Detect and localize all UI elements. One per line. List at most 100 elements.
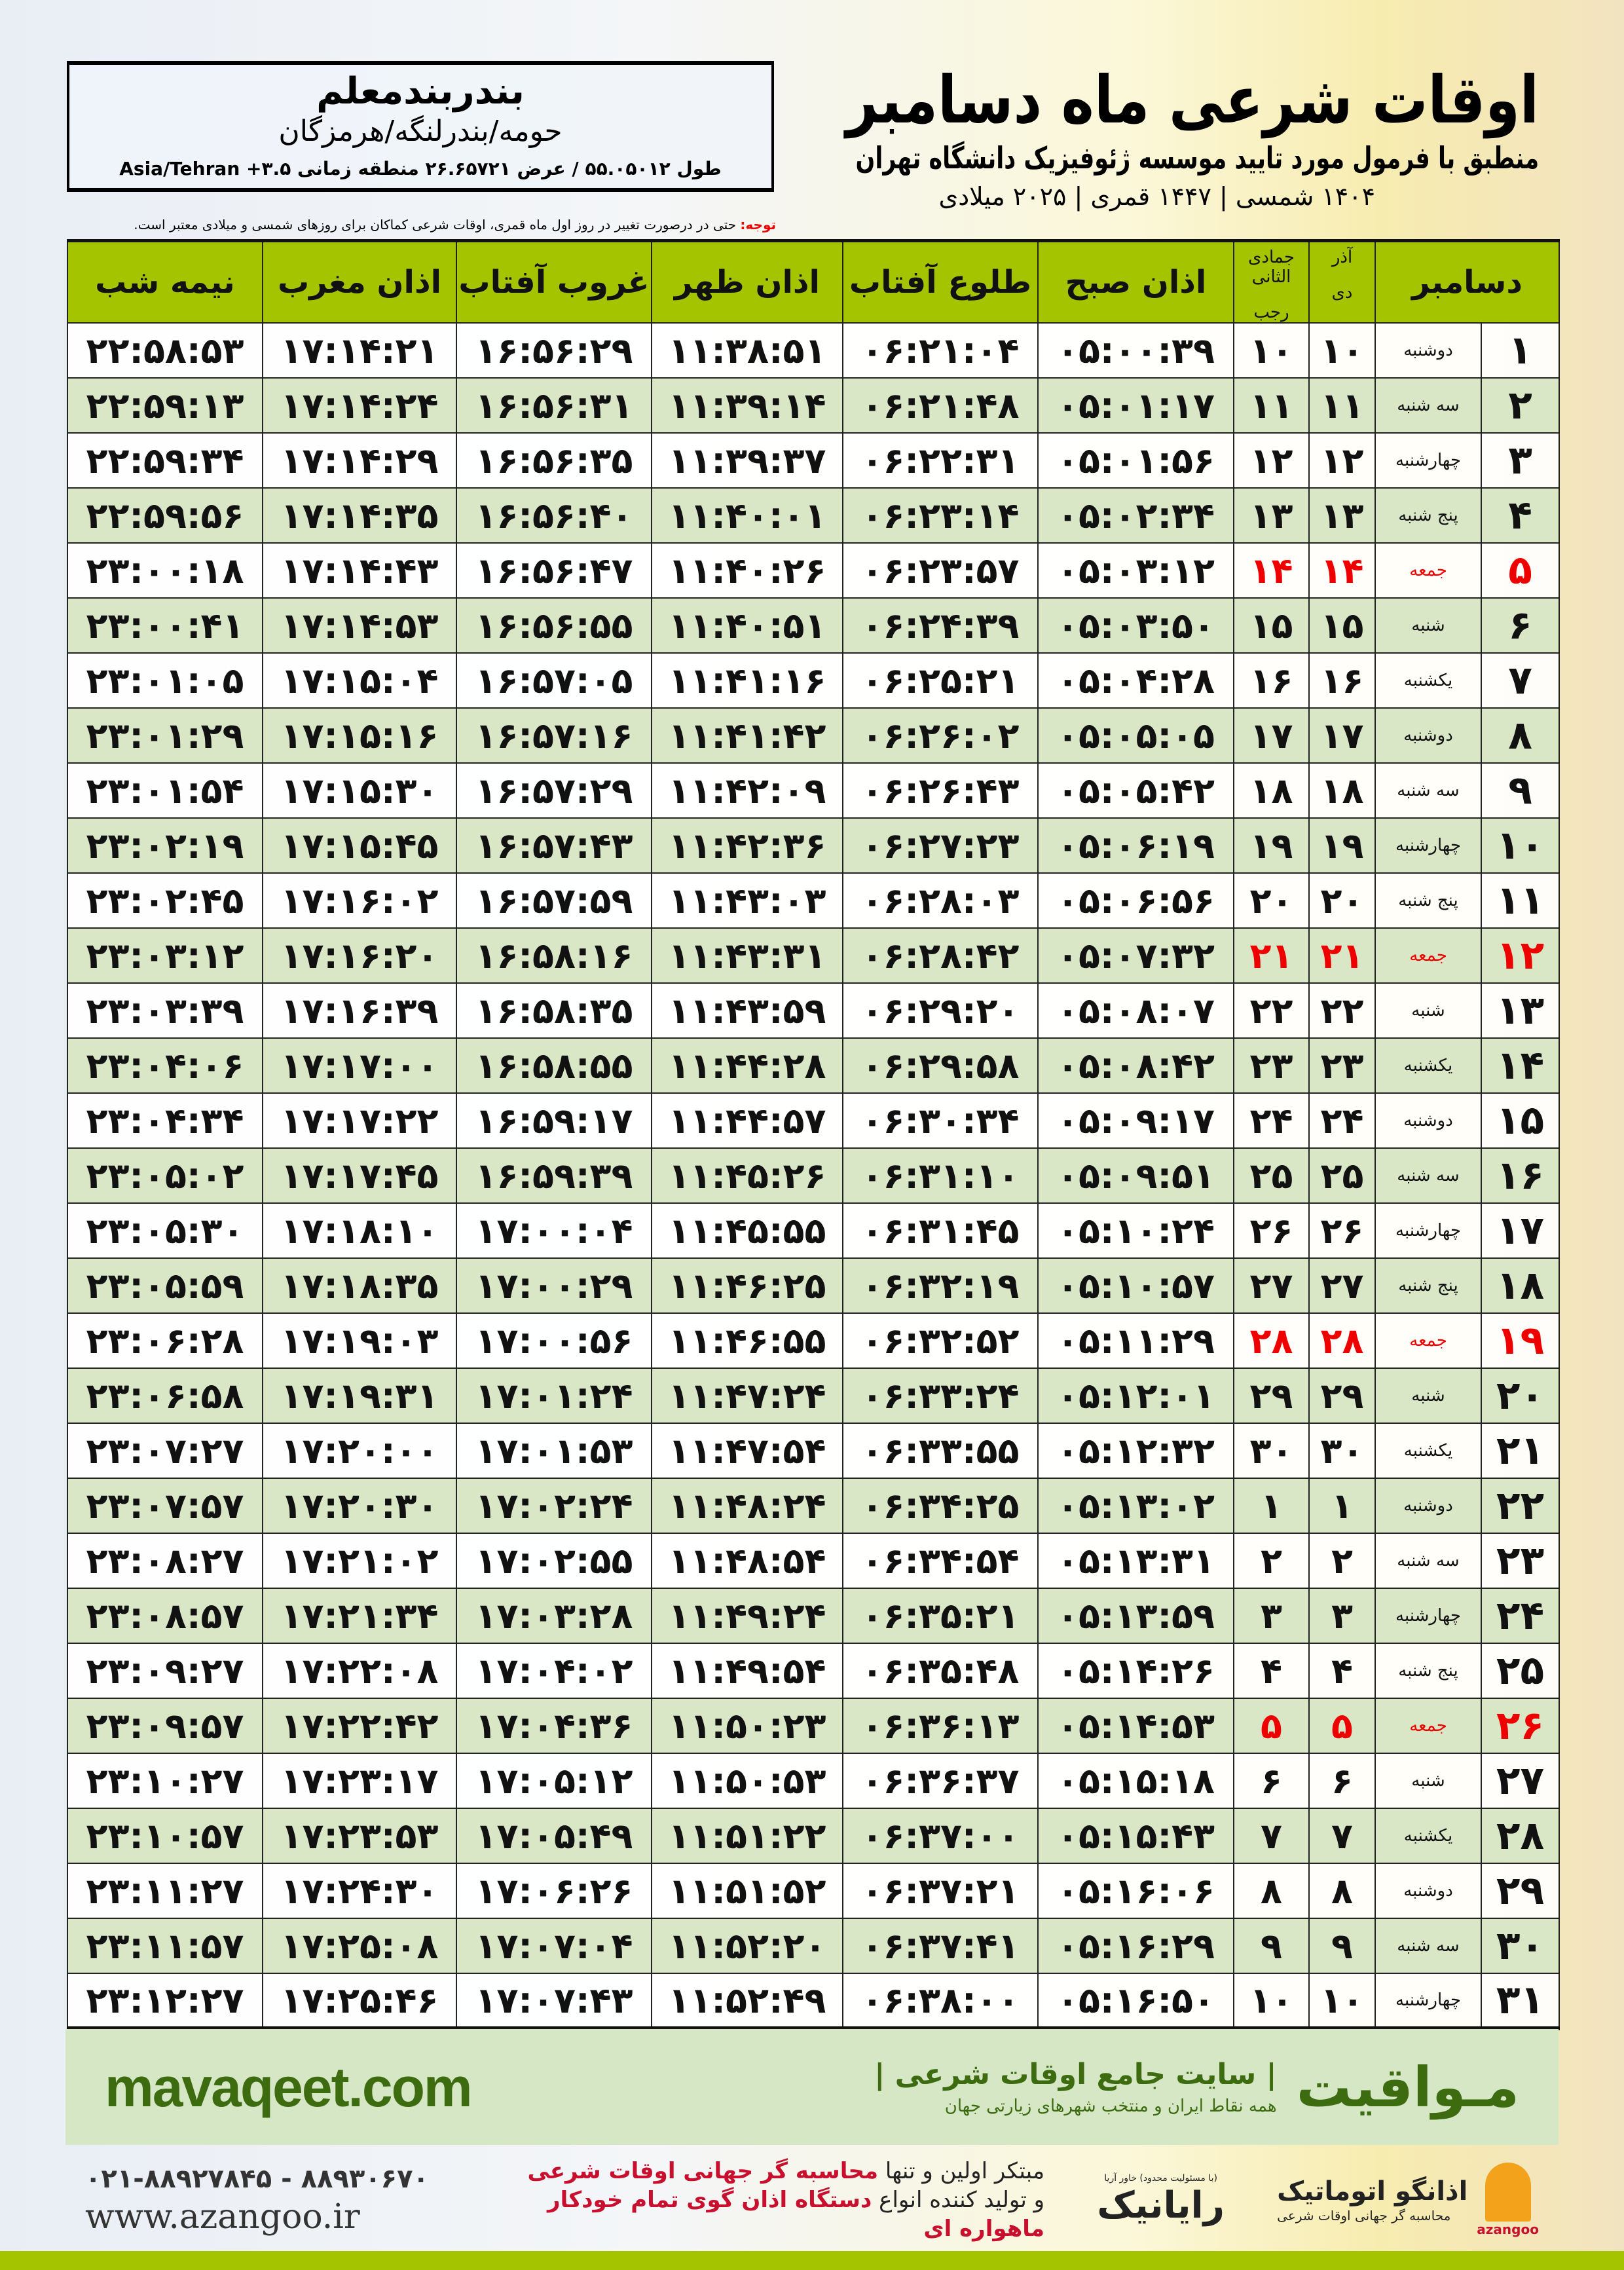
maghrib-time: ۱۷:۲۱:۰۲ bbox=[262, 1533, 457, 1589]
midnight-time: ۲۳:۰۴:۳۴ bbox=[67, 1092, 263, 1149]
note-label: توجه: bbox=[740, 217, 776, 233]
weekday: یکشنبه bbox=[1375, 1037, 1482, 1094]
mavaqeet-logo: مـواقیت bbox=[1296, 2055, 1519, 2119]
day-number: ۸ bbox=[1481, 707, 1560, 764]
midnight-time: ۲۳:۰۷:۲۷ bbox=[67, 1423, 263, 1479]
promo-line2-a: و تولید کننده انواع bbox=[872, 2186, 1045, 2213]
fajr-time: ۰۵:۱۰:۵۷ bbox=[1037, 1257, 1234, 1314]
table-row: ۱۱ پنج شنبه ۲۰ ۲۰ ۰۵:۰۶:۵۶ ۰۶:۲۸:۰۳ ۱۱:۴۳:۰۳ ۱۶… bbox=[67, 872, 1560, 929]
table-row: ۲۸ یکشنبه ۷ ۷ ۰۵:۱۵:۴۳ ۰۶:۳۷:۰۰ ۱۱:۵۱:۲۲ ۱۷:۰۵:… bbox=[67, 1808, 1560, 1864]
midnight-time: ۲۲:۵۹:۱۳ bbox=[67, 377, 263, 434]
sunrise-time: ۰۶:۳۴:۵۴ bbox=[842, 1533, 1039, 1589]
hijri-day: ۲۸ bbox=[1233, 1312, 1310, 1369]
weekday: چهارشنبه bbox=[1375, 432, 1482, 489]
dhuhr-time: ۱۱:۵۱:۵۲ bbox=[651, 1863, 843, 1919]
day-number: ۲ bbox=[1481, 377, 1560, 434]
table-row: ۹ سه شنبه ۱۸ ۱۸ ۰۵:۰۵:۴۲ ۰۶:۲۶:۴۳ ۱۱:۴۲:۰۹ ۱۶:۵… bbox=[67, 762, 1560, 819]
dhuhr-time: ۱۱:۵۰:۲۳ bbox=[651, 1698, 843, 1754]
weekday: شنبه bbox=[1375, 1753, 1482, 1809]
maghrib-time: ۱۷:۱۵:۱۶ bbox=[262, 707, 457, 764]
dhuhr-time: ۱۱:۴۳:۰۳ bbox=[651, 872, 843, 929]
mavaqeet-url[interactable]: mavaqeet.com bbox=[105, 2056, 473, 2118]
maghrib-time: ۱۷:۱۸:۳۵ bbox=[262, 1257, 457, 1314]
table-row: ۲۹ دوشنبه ۸ ۸ ۰۵:۱۶:۰۶ ۰۶:۳۷:۲۱ ۱۱:۵۱:۵۲ ۱۷:۰۶:… bbox=[67, 1863, 1560, 1919]
rayanik-block: (با مسئولیت محدود) خاور آریا رایانیک bbox=[1097, 2172, 1225, 2227]
dhuhr-time: ۱۱:۵۲:۴۹ bbox=[651, 1973, 843, 2030]
shamsi-day: ۲۸ bbox=[1308, 1312, 1376, 1369]
sunset-time: ۱۶:۵۷:۲۹ bbox=[456, 762, 652, 819]
shamsi-day: ۱ bbox=[1308, 1478, 1376, 1534]
midnight-time: ۲۳:۱۰:۲۷ bbox=[67, 1753, 263, 1809]
hijri-day: ۲۵ bbox=[1233, 1147, 1310, 1204]
sunset-time: ۱۶:۵۶:۳۵ bbox=[456, 432, 652, 489]
sunset-time: ۱۶:۵۶:۲۹ bbox=[456, 322, 652, 379]
sunrise-time: ۰۶:۲۲:۳۱ bbox=[842, 432, 1039, 489]
day-number: ۱۰ bbox=[1481, 817, 1560, 874]
midnight-time: ۲۳:۰۶:۵۸ bbox=[67, 1368, 263, 1424]
header-sunrise: طلوع آفتاب bbox=[842, 239, 1039, 324]
hijri-day: ۲۲ bbox=[1233, 982, 1310, 1039]
sunrise-time: ۰۶:۳۱:۴۵ bbox=[842, 1202, 1039, 1259]
weekday: چهارشنبه bbox=[1375, 1973, 1482, 2030]
azangoo-text: اذانگو اتوماتیک محاسبه گر جهانی اوقات شر… bbox=[1277, 2176, 1467, 2224]
day-number: ۲۲ bbox=[1481, 1478, 1560, 1534]
contact-block: ۰۲۱-۸۸۹۲۷۸۴۵ - ۸۸۹۳۰۶۷۰ www.azangoo.ir bbox=[85, 2163, 429, 2237]
sunset-time: ۱۶:۵۷:۰۵ bbox=[456, 652, 652, 709]
hijri-day: ۱۸ bbox=[1233, 762, 1310, 819]
maghrib-time: ۱۷:۱۹:۰۳ bbox=[262, 1312, 457, 1369]
maghrib-time: ۱۷:۲۳:۱۷ bbox=[262, 1753, 457, 1809]
day-number: ۶ bbox=[1481, 597, 1560, 654]
shamsi-day: ۱۰ bbox=[1308, 322, 1376, 379]
shamsi-day: ۲۰ bbox=[1308, 872, 1376, 929]
fajr-time: ۰۵:۱۳:۰۲ bbox=[1037, 1478, 1234, 1534]
header-shamsi-top: آذر bbox=[1331, 248, 1353, 267]
sunset-time: ۱۶:۵۸:۳۵ bbox=[456, 982, 652, 1039]
fajr-time: ۰۵:۰۱:۱۷ bbox=[1037, 377, 1234, 434]
hijri-day: ۳۰ bbox=[1233, 1423, 1310, 1479]
sunrise-time: ۰۶:۲۳:۱۴ bbox=[842, 487, 1039, 544]
sunrise-time: ۰۶:۲۹:۲۰ bbox=[842, 982, 1039, 1039]
header-shamsi: آذر دی bbox=[1308, 239, 1376, 324]
sunset-time: ۱۷:۰۱:۲۴ bbox=[456, 1368, 652, 1424]
page-title: اوقات شرعی ماه دسامبر bbox=[845, 62, 1539, 138]
table-row: ۱۷ چهارشنبه ۲۶ ۲۶ ۰۵:۱۰:۲۴ ۰۶:۳۱:۴۵ ۱۱:۴۵:۵۵ ۱۷… bbox=[67, 1202, 1560, 1259]
midnight-time: ۲۳:۱۰:۵۷ bbox=[67, 1808, 263, 1864]
dhuhr-time: ۱۱:۴۶:۲۵ bbox=[651, 1257, 843, 1314]
weekday: سه شنبه bbox=[1375, 762, 1482, 819]
day-number: ۱۶ bbox=[1481, 1147, 1560, 1204]
fajr-time: ۰۵:۰۳:۵۰ bbox=[1037, 597, 1234, 654]
azangoo-url[interactable]: www.azangoo.ir bbox=[85, 2197, 360, 2237]
maghrib-time: ۱۷:۱۶:۲۰ bbox=[262, 927, 457, 984]
dhuhr-time: ۱۱:۵۲:۲۰ bbox=[651, 1918, 843, 1974]
hijri-day: ۱ bbox=[1233, 1478, 1310, 1534]
azangoo-subtext: محاسبه گر جهانی اوقات شرعی bbox=[1277, 2207, 1451, 2223]
day-number: ۱۳ bbox=[1481, 982, 1560, 1039]
fajr-time: ۰۵:۰۵:۰۵ bbox=[1037, 707, 1234, 764]
maghrib-time: ۱۷:۱۹:۳۱ bbox=[262, 1368, 457, 1424]
fajr-time: ۰۵:۱۴:۲۶ bbox=[1037, 1643, 1234, 1699]
dhuhr-time: ۱۱:۴۱:۱۶ bbox=[651, 652, 843, 709]
day-number: ۲۶ bbox=[1481, 1698, 1560, 1754]
header-month: دسامبر bbox=[1375, 239, 1560, 324]
midnight-time: ۲۲:۵۹:۵۶ bbox=[67, 487, 263, 544]
table-row: ۱۰ چهارشنبه ۱۹ ۱۹ ۰۵:۰۶:۱۹ ۰۶:۲۷:۲۳ ۱۱:۴۲:۳۶ ۱۶… bbox=[67, 817, 1560, 874]
dhuhr-time: ۱۱:۴۲:۰۹ bbox=[651, 762, 843, 819]
day-number: ۱ bbox=[1481, 322, 1560, 379]
midnight-time: ۲۳:۰۸:۲۷ bbox=[67, 1533, 263, 1589]
sunset-time: ۱۷:۰۲:۲۴ bbox=[456, 1478, 652, 1534]
midnight-time: ۲۳:۰۲:۴۵ bbox=[67, 872, 263, 929]
table-row: ۱ دوشنبه ۱۰ ۱۰ ۰۵:۰۰:۳۹ ۰۶:۲۱:۰۴ ۱۱:۳۸:۵۱ ۱۶:۵۶… bbox=[67, 322, 1560, 379]
maghrib-time: ۱۷:۱۴:۵۳ bbox=[262, 597, 457, 654]
fajr-time: ۰۵:۱۴:۵۳ bbox=[1037, 1698, 1234, 1754]
location-box: بندربندمعلم حومه/بندرلنگه/هرمزگان طول ۵۵… bbox=[67, 61, 774, 192]
sunrise-time: ۰۶:۳۲:۵۲ bbox=[842, 1312, 1039, 1369]
hijri-day: ۱۹ bbox=[1233, 817, 1310, 874]
hijri-day: ۱۰ bbox=[1233, 322, 1310, 379]
phone-numbers: ۰۲۱-۸۸۹۲۷۸۴۵ - ۸۸۹۳۰۶۷۰ bbox=[85, 2163, 429, 2194]
weekday: چهارشنبه bbox=[1375, 817, 1482, 874]
table-row: ۲۶ جمعه ۵ ۵ ۰۵:۱۴:۵۳ ۰۶:۳۶:۱۳ ۱۱:۵۰:۲۳ ۱۷:۰۴:۳۶… bbox=[67, 1698, 1560, 1754]
sunrise-time: ۰۶:۲۹:۵۸ bbox=[842, 1037, 1039, 1094]
fajr-time: ۰۵:۱۵:۱۸ bbox=[1037, 1753, 1234, 1809]
fajr-time: ۰۵:۰۵:۴۲ bbox=[1037, 762, 1234, 819]
azangoo-block: اذانگو اتوماتیک محاسبه گر جهانی اوقات شر… bbox=[1277, 2162, 1539, 2237]
